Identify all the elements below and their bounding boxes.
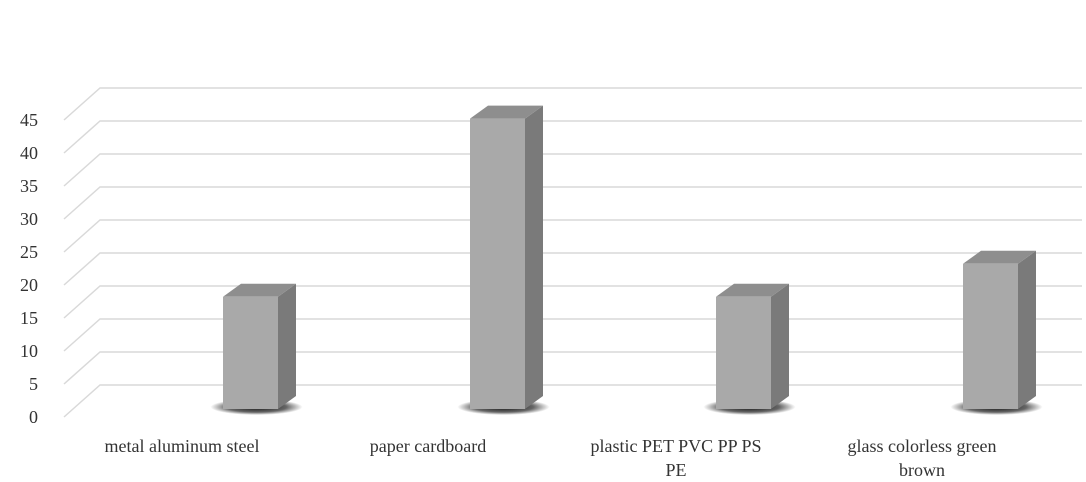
bar	[703, 283, 796, 415]
bar-front	[716, 296, 771, 409]
bar-front	[963, 263, 1018, 409]
gridline	[63, 186, 1082, 220]
x-category-label: paper cardboard	[370, 436, 486, 456]
bar	[210, 283, 303, 415]
gridline	[63, 120, 1082, 154]
gridline	[63, 87, 1082, 121]
y-tick-label: 35	[20, 176, 38, 196]
gridline	[63, 285, 1082, 319]
y-tick-label: 25	[20, 242, 38, 262]
bar-top	[716, 283, 789, 297]
x-category-label: glass colorless green brown	[848, 436, 997, 480]
gridlines	[63, 87, 1082, 418]
x-category-label: metal aluminum steel	[105, 436, 260, 456]
bar-side	[278, 283, 296, 409]
y-tick-label: 40	[20, 143, 38, 163]
gridline	[63, 384, 1082, 418]
bar-front	[223, 296, 278, 409]
bar-top	[223, 283, 296, 297]
bar-top	[963, 250, 1036, 264]
y-tick-label: 30	[20, 209, 38, 229]
gridline	[63, 153, 1082, 187]
gridline	[63, 219, 1082, 253]
bar-side	[1018, 250, 1036, 409]
y-tick-label: 15	[20, 308, 38, 328]
x-category-label: plastic PET PVC PP PS PE	[590, 436, 761, 480]
x-axis-categories: metal aluminum steel paper cardboard plast…	[105, 436, 997, 480]
bar-top	[470, 105, 543, 119]
gridline	[63, 318, 1082, 352]
y-tick-label: 10	[20, 341, 38, 361]
bar-side	[771, 283, 789, 409]
bar	[457, 105, 550, 415]
y-tick-label: 0	[29, 407, 38, 427]
bar	[950, 250, 1043, 415]
y-tick-label: 45	[20, 110, 38, 130]
bar-front	[470, 118, 525, 409]
y-tick-label: 20	[20, 275, 38, 295]
gridline	[63, 351, 1082, 385]
y-axis-ticks: 0 5 10 15 20 25 30 35 40 45	[20, 110, 38, 427]
y-tick-label: 5	[29, 374, 38, 394]
bars	[210, 105, 1043, 415]
bar-side	[525, 105, 543, 409]
gridline	[63, 252, 1082, 286]
